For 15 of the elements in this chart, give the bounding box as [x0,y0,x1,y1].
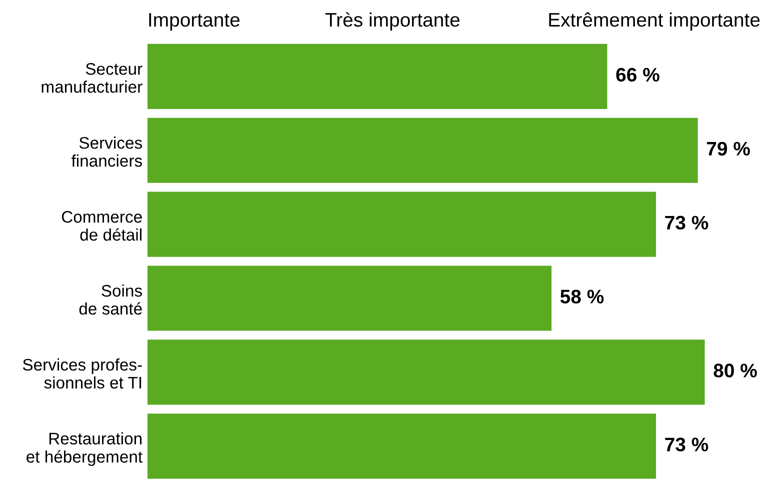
data-label: 79 % [706,142,750,156]
text: Très importante [325,12,460,31]
data-label: 73 % [665,438,708,452]
data-label: 80 % [714,364,757,378]
y-tick-label: Services financiers [71,136,142,167]
y-tick-label: Commerce de détail [62,210,142,241]
y-tick-label: Secteur manufacturier [42,63,142,93]
text: Importante [149,13,240,31]
y-tick-label: Restauration et hébergement [26,432,142,466]
text: Extrêmement importante [549,12,760,31]
y-tick-label: Soins de santé [79,284,142,315]
data-label: 73 % [665,216,708,230]
data-label: 66 % [616,68,660,82]
data-label: 58 % [560,290,604,304]
y-tick-label: Services profes- sionnels et TI [22,358,142,389]
